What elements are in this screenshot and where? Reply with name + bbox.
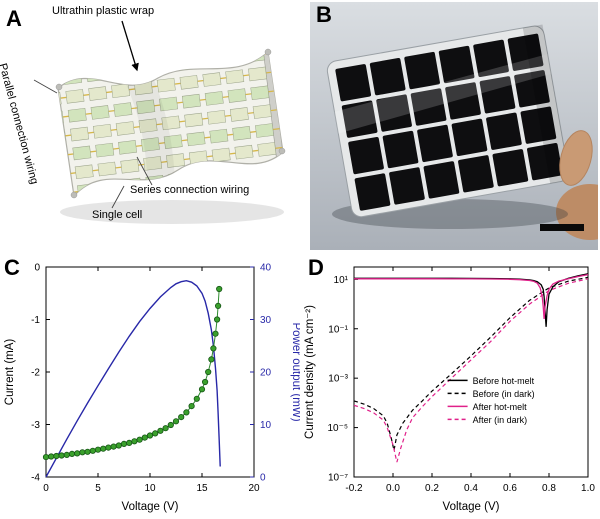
svg-text:Power output (mW): Power output (mW) bbox=[290, 322, 300, 421]
parallel-wiring-leader-line bbox=[33, 79, 58, 94]
svg-text:0: 0 bbox=[34, 263, 40, 274]
svg-text:20: 20 bbox=[260, 368, 272, 379]
svg-text:20: 20 bbox=[248, 483, 260, 494]
panel-label-d: D bbox=[308, 255, 324, 280]
svg-text:30: 30 bbox=[260, 315, 272, 326]
solar-module-illustration bbox=[33, 20, 286, 224]
sheet-shadow bbox=[60, 200, 284, 224]
scale-bar bbox=[540, 224, 584, 231]
device-photograph bbox=[310, 2, 598, 250]
svg-text:1.0: 1.0 bbox=[581, 483, 595, 494]
annotation-series-connection-wiring: Series connection wiring bbox=[130, 184, 250, 196]
svg-text:0.0: 0.0 bbox=[386, 483, 400, 494]
svg-text:After (in dark): After (in dark) bbox=[473, 415, 528, 425]
panel-a: A bbox=[0, 0, 300, 255]
single-cell-leader-line bbox=[111, 185, 125, 209]
panel-label-b: B bbox=[316, 2, 332, 27]
flexible-module bbox=[326, 24, 570, 218]
annotation-ultrathin-plastic-wrap: Ultrathin plastic wrap bbox=[52, 5, 155, 17]
solar-cells bbox=[335, 33, 563, 211]
panel-label-a: A bbox=[6, 6, 22, 31]
svg-text:5: 5 bbox=[95, 483, 101, 494]
svg-text:-3: -3 bbox=[31, 420, 40, 431]
svg-text:Voltage (V): Voltage (V) bbox=[122, 501, 179, 513]
svg-text:0: 0 bbox=[260, 473, 266, 484]
panel-d: D -0.2 0.0 0.2 0.4 0.6 0.8 1.0 10⁻⁷ 10⁻⁵ 10⁻³ 10⁻¹… bbox=[300, 255, 600, 519]
svg-text:10: 10 bbox=[144, 483, 156, 494]
svg-text:Voltage (V): Voltage (V) bbox=[443, 501, 500, 513]
svg-text:10⁻¹: 10⁻¹ bbox=[328, 324, 348, 335]
svg-text:10¹: 10¹ bbox=[334, 275, 349, 286]
svg-text:Before hot-melt: Before hot-melt bbox=[473, 376, 535, 386]
series-wiring-leader-line bbox=[136, 156, 153, 186]
svg-text:0.8: 0.8 bbox=[542, 483, 556, 494]
svg-text:10: 10 bbox=[260, 420, 272, 431]
svg-text:-0.2: -0.2 bbox=[345, 483, 363, 494]
svg-text:After hot-melt: After hot-melt bbox=[473, 402, 528, 412]
panel-label-c: C bbox=[4, 255, 20, 280]
svg-text:-4: -4 bbox=[31, 473, 40, 484]
svg-text:40: 40 bbox=[260, 263, 272, 274]
svg-text:Before (in dark): Before (in dark) bbox=[473, 389, 535, 399]
svg-text:10⁻⁵: 10⁻⁵ bbox=[327, 423, 348, 434]
panel-c: C 0 5 10 15 20 -4 -3 -2 -1 0 0 10 20 30 40 Voltage (V) C… bbox=[0, 255, 302, 519]
svg-text:0.4: 0.4 bbox=[464, 483, 478, 494]
svg-text:Current (mA): Current (mA) bbox=[4, 339, 16, 406]
svg-text:0: 0 bbox=[43, 483, 49, 494]
svg-text:-1: -1 bbox=[31, 315, 40, 326]
svg-text:10⁻³: 10⁻³ bbox=[328, 374, 348, 385]
edge-shading bbox=[522, 24, 570, 184]
plastic-wrap-arrow bbox=[121, 20, 139, 72]
fold-highlight bbox=[334, 54, 552, 134]
svg-text:10⁻⁷: 10⁻⁷ bbox=[328, 473, 348, 484]
svg-text:15: 15 bbox=[196, 483, 208, 494]
iv-power-chart: 0 5 10 15 20 -4 -3 -2 -1 0 0 10 20 30 40 Voltage (V) Cur… bbox=[4, 263, 302, 514]
svg-text:-2: -2 bbox=[31, 368, 40, 379]
corner-tabs bbox=[55, 48, 286, 199]
current-density-chart: -0.2 0.0 0.2 0.4 0.6 0.8 1.0 10⁻⁷ 10⁻⁵ 10⁻³ 10⁻¹ 10… bbox=[304, 266, 595, 513]
panel-b: B bbox=[300, 0, 600, 255]
svg-text:Current density (mA cm⁻²): Current density (mA cm⁻²) bbox=[304, 305, 316, 439]
thumb bbox=[559, 130, 593, 186]
wave-shading bbox=[110, 53, 176, 196]
annotation-single-cell: Single cell bbox=[92, 209, 143, 221]
svg-text:0.6: 0.6 bbox=[503, 483, 517, 494]
svg-text:0.2: 0.2 bbox=[425, 483, 439, 494]
